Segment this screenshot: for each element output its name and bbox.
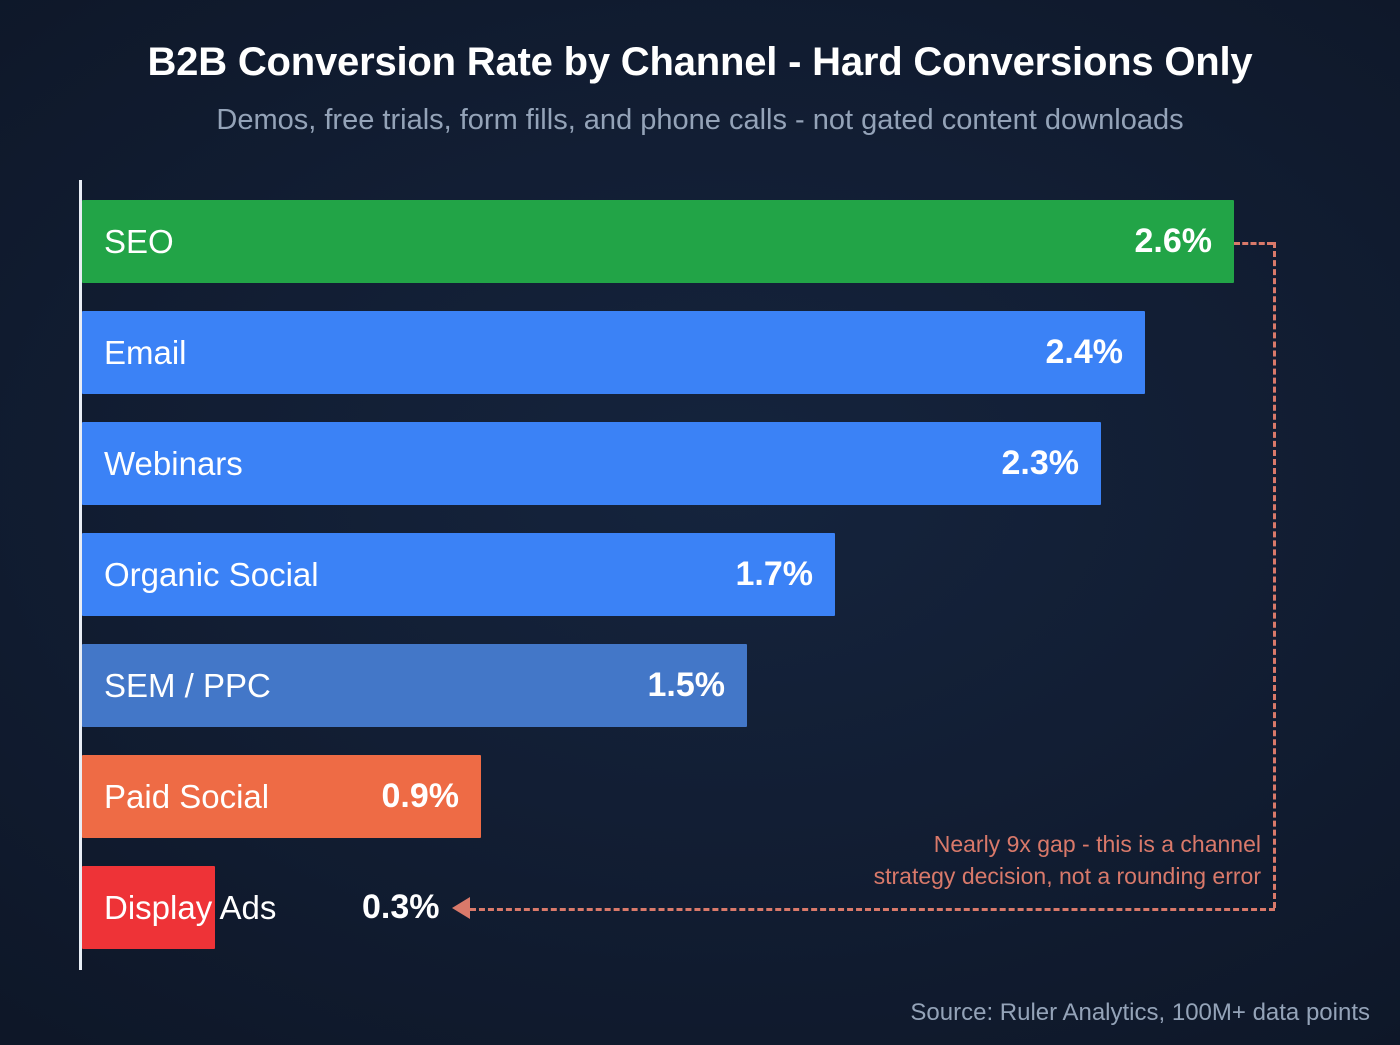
annotation-line-bottom [470,907,1275,911]
y-axis-line [79,180,82,970]
annotation-line-right [1273,241,1276,908]
bar-value-label: 0.9% [381,777,460,815]
bar-value-label: 1.7% [735,555,814,593]
annotation-arrowhead [452,896,470,919]
bar-row[interactable]: Organic Social 1.7% [82,533,835,616]
bar-value-label: 0.3% [362,888,440,926]
bar-value-label: 1.5% [647,666,726,704]
bar[interactable] [82,755,481,838]
bar-row[interactable]: Email 2.4% [82,311,1145,394]
bar-category-label: Email [104,333,187,371]
bar[interactable] [82,311,1145,394]
bar-row[interactable]: Webinars 2.3% [82,422,1101,505]
bar-row[interactable]: SEM / PPC 1.5% [82,644,747,727]
bar-category-label: SEO [104,222,174,260]
bar-value-label: 2.3% [1001,444,1080,482]
bar-value-label: 2.4% [1045,333,1124,371]
chart-subtitle: Demos, free trials, form fills, and phon… [216,104,1184,136]
annotation-text-line-2: strategy decision, not a rounding error [873,862,1261,889]
bar-category-label: Display Ads [104,888,277,926]
bar-row[interactable]: SEO 2.6% [82,200,1234,283]
annotation-line-top [1234,241,1273,245]
bar-category-label: Webinars [104,444,243,482]
bar-value-label: 2.6% [1134,222,1213,260]
annotation-text: Nearly 9x gap - this is a channel strateg… [874,828,1261,892]
bar-row[interactable]: Paid Social 0.9% [82,755,502,838]
bar-category-label: Organic Social [104,555,319,593]
annotation-text-line-1: Nearly 9x gap - this is a channel [933,830,1261,857]
bar-category-label: SEM / PPC [104,666,271,704]
bar-row[interactable]: Display Ads 0.3% [82,866,502,949]
chart-title: B2B Conversion Rate by Channel - Hard Co… [147,40,1253,84]
bar-category-label: Paid Social [104,777,270,815]
bar[interactable] [82,866,215,949]
bar[interactable] [82,422,1101,505]
bar[interactable] [82,533,835,616]
bar[interactable] [82,644,747,727]
bar[interactable] [82,200,1234,283]
source-note: Source: Ruler Analytics, 100M+ data poin… [910,999,1370,1026]
